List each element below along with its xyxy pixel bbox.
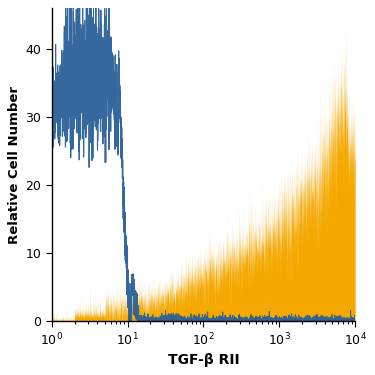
X-axis label: TGF-β RII: TGF-β RII <box>168 352 239 367</box>
Y-axis label: Relative Cell Number: Relative Cell Number <box>8 86 21 244</box>
